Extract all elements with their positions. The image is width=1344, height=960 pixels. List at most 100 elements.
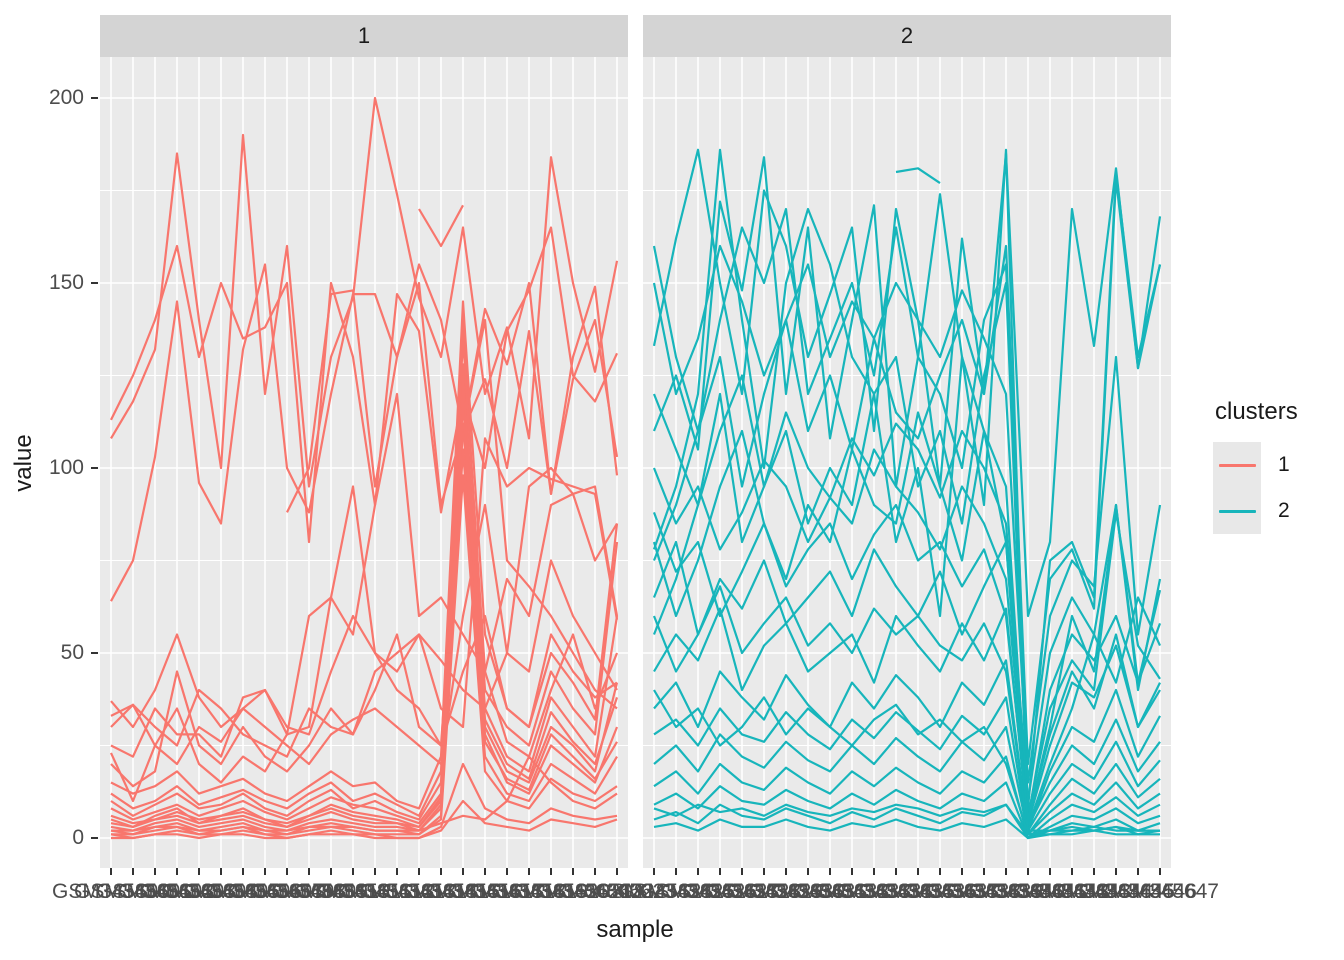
y-tick-mark: [91, 652, 98, 654]
y-tick-label: 50: [60, 641, 84, 664]
x-tick-mark: [352, 868, 354, 875]
series-line-cluster-2: [653, 803, 1160, 836]
x-tick-mark: [308, 868, 310, 875]
series-line-cluster-1: [110, 503, 618, 766]
series-line-cluster-1: [111, 755, 618, 832]
x-tick-mark: [572, 868, 574, 875]
series-line-cluster-1: [110, 226, 619, 544]
x-tick-mark: [594, 868, 596, 875]
series-line-cluster-2: [653, 659, 1161, 832]
series-line-cluster-2: [652, 148, 1162, 828]
legend-title: clusters: [1215, 398, 1298, 425]
series-line-cluster-2: [653, 725, 1161, 836]
x-tick-label: GSM345600: [52, 880, 170, 903]
x-tick-label: GSM345637: [881, 880, 999, 903]
x-tick-mark: [675, 868, 677, 875]
x-tick-label: GSM345643: [1013, 880, 1131, 903]
x-tick-label: GSM345617: [426, 880, 544, 903]
x-tick-mark: [418, 868, 420, 875]
facet-strip-2-label: 2: [900, 23, 914, 48]
x-tick-label: GSM345632: [771, 880, 889, 903]
legend-entry-cluster-2: 2: [1213, 488, 1344, 534]
series-line-cluster-2: [652, 374, 1162, 803]
x-tick-label: GSM345620: [492, 880, 610, 903]
x-tick-label: GSM345638: [903, 880, 1021, 903]
y-tick-label: 200: [48, 86, 84, 109]
x-tick-mark: [1005, 868, 1007, 875]
plot-panel-cluster-1: [100, 57, 628, 868]
y-tick-label: 100: [48, 456, 84, 479]
x-tick-mark: [198, 868, 200, 875]
legend-key-box-2: [1213, 488, 1261, 534]
series-line-cluster-1: [110, 363, 619, 825]
series-line-cluster-1: [110, 263, 619, 602]
series-line-cluster-1: [111, 799, 618, 840]
series-line-cluster-2: [895, 167, 941, 185]
x-tick-mark: [895, 868, 897, 875]
series-line-cluster-2: [652, 170, 1162, 810]
x-tick-mark: [176, 868, 178, 875]
x-tick-label: GSM345619: [470, 880, 588, 903]
series-line-cluster-2: [653, 803, 1161, 840]
facet-strip-2: 2: [643, 15, 1171, 57]
x-tick-label: GSM345628: [683, 880, 801, 903]
x-tick-label: GSM345639: [925, 880, 1043, 903]
x-tick-mark: [807, 868, 809, 875]
x-tick-mark: [286, 868, 288, 875]
series-line-cluster-1: [110, 762, 618, 840]
x-tick-mark: [917, 868, 919, 875]
series-line-cluster-2: [652, 178, 1162, 766]
x-tick-mark: [763, 868, 765, 875]
x-axis-title: sample: [596, 916, 674, 943]
x-tick-mark: [851, 868, 853, 875]
x-tick-mark: [1115, 868, 1117, 875]
y-tick-label: 0: [72, 826, 84, 849]
series-line-cluster-2: [653, 607, 1161, 828]
series-line-cluster-1: [110, 392, 619, 828]
series-line-cluster-2: [652, 503, 1161, 821]
series-line-cluster-1: [110, 422, 619, 832]
x-tick-label: GSM345618: [448, 880, 566, 903]
x-tick-mark: [1049, 868, 1051, 875]
x-tick-label: GSM345633: [793, 880, 911, 903]
x-tick-label: GSM345610: [272, 880, 390, 903]
series-line-cluster-2: [652, 281, 1162, 821]
legend: clusters 1 2: [1205, 398, 1344, 534]
x-tick-label: GSM345602: [96, 880, 214, 903]
x-tick-label: GSM345609: [250, 880, 368, 903]
series-line-cluster-1: [418, 204, 464, 248]
legend-line-swatch-cluster-2: [1218, 509, 1256, 513]
x-tick-label: GSM345630: [727, 880, 845, 903]
y-tick-mark: [91, 837, 98, 839]
y-tick-mark: [91, 467, 98, 469]
x-tick-label: GSM345635: [837, 880, 955, 903]
series-line-cluster-2: [652, 540, 1161, 832]
x-tick-label: GSM345636: [859, 880, 977, 903]
x-tick-label: GSM345625: [617, 880, 735, 903]
x-tick-label: GSM345640: [947, 880, 1065, 903]
x-tick-label: GSM345603: [118, 880, 236, 903]
x-tick-mark: [653, 868, 655, 875]
series-line-cluster-1: [286, 281, 619, 513]
series-line-cluster-2: [652, 244, 1162, 784]
x-tick-mark: [616, 868, 618, 875]
x-tick-label: GSM345611: [294, 880, 412, 903]
x-tick-mark: [1071, 868, 1073, 875]
x-tick-mark: [939, 868, 941, 875]
x-tick-mark: [1093, 868, 1095, 875]
x-tick-mark: [462, 868, 464, 875]
x-tick-mark: [374, 868, 376, 875]
x-tick-mark: [220, 868, 222, 875]
x-tick-mark: [873, 868, 875, 875]
x-tick-label: GSM345642: [991, 880, 1109, 903]
facet-plot-svg: [643, 57, 1171, 868]
x-tick-mark: [528, 868, 530, 875]
x-tick-label: GSM345624: [595, 880, 713, 903]
facet-plot-svg: [100, 57, 628, 868]
x-tick-label: GSM345614: [360, 880, 478, 903]
x-tick-mark: [330, 868, 332, 875]
series-line-cluster-2: [652, 411, 1161, 825]
x-tick-label: GSM345608: [228, 880, 346, 903]
y-tick-mark: [91, 97, 98, 99]
series-line-cluster-2: [652, 585, 1160, 832]
